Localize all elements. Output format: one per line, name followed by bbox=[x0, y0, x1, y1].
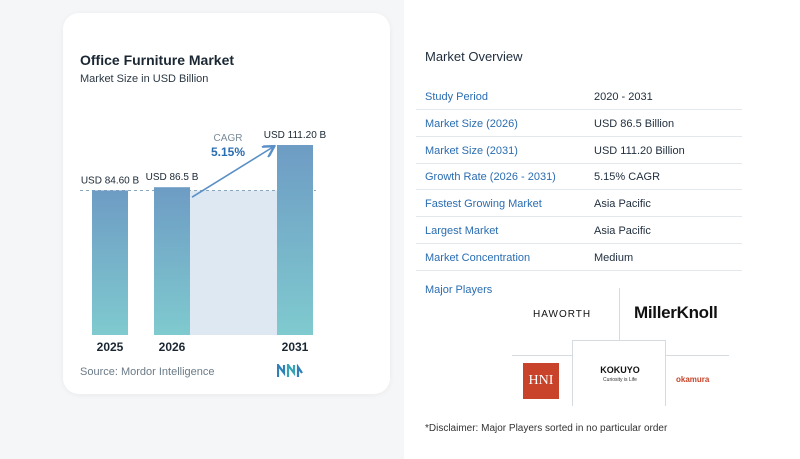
overview-key: Market Size (2031) bbox=[425, 145, 518, 157]
bar-2025 bbox=[92, 190, 128, 335]
cagr-arrow bbox=[191, 147, 273, 198]
overview-row: Market Size (2031) USD 111.20 Billion bbox=[416, 138, 742, 164]
overview-value: Asia Pacific bbox=[594, 225, 651, 237]
mordor-logo-icon bbox=[277, 364, 303, 377]
overview-value: Asia Pacific bbox=[594, 198, 651, 210]
overview-key: Study Period bbox=[425, 91, 488, 103]
kokuyo-logo: KOKUYO bbox=[600, 365, 640, 375]
hni-logo: HNI bbox=[523, 363, 559, 399]
overview-value: 5.15% CAGR bbox=[594, 171, 661, 183]
divider bbox=[619, 288, 620, 340]
divider bbox=[572, 340, 573, 406]
bar-2031 bbox=[277, 145, 313, 335]
data-label-2031: USD 111.20 B bbox=[264, 130, 327, 141]
major-players-title: Major Players bbox=[425, 284, 493, 296]
tick-label-2025: 2025 bbox=[97, 340, 124, 354]
cagr-shade bbox=[190, 190, 277, 335]
divider bbox=[572, 340, 665, 341]
overview-row: Study Period 2020 - 2031 bbox=[416, 84, 742, 110]
overview-value: USD 86.5 Billion bbox=[594, 118, 675, 130]
cagr-label: CAGR bbox=[214, 133, 243, 144]
millerknoll-logo: MillerKnoll bbox=[634, 303, 718, 322]
overview-row: Fastest Growing Market Asia Pacific bbox=[416, 191, 742, 217]
data-label-2025: USD 84.60 B bbox=[81, 175, 140, 186]
tick-label-2031: 2031 bbox=[282, 340, 309, 354]
overview-value: USD 111.20 Billion bbox=[594, 145, 685, 157]
chart-subtitle: Market Size in USD Billion bbox=[80, 73, 209, 85]
overview-key: Market Concentration bbox=[425, 252, 531, 264]
tick-label-2026: 2026 bbox=[159, 340, 186, 354]
source-text: Source: Mordor Intelligence bbox=[80, 366, 215, 378]
kokuyo-tagline: Curiosity is Life bbox=[603, 377, 637, 383]
overview-title: Market Overview bbox=[425, 49, 523, 64]
chart-title: Office Furniture Market bbox=[80, 52, 235, 68]
cagr-value: 5.15% bbox=[211, 145, 245, 159]
bar-2026 bbox=[154, 187, 190, 335]
okamura-logo: okamura bbox=[676, 375, 710, 384]
haworth-logo: HAWORTH bbox=[533, 309, 592, 320]
bar-chart: USD 84.60 B 2025 USD 86.5 B 2026 USD 111.20 … bbox=[80, 130, 327, 354]
overview-value: 2020 - 2031 bbox=[594, 91, 653, 103]
overview-row: Largest Market Asia Pacific bbox=[416, 218, 742, 244]
divider bbox=[665, 340, 666, 406]
data-label-2026: USD 86.5 B bbox=[146, 172, 199, 183]
overview-row: Market Concentration Medium bbox=[416, 245, 742, 271]
divider bbox=[665, 355, 729, 356]
overview-key: Largest Market bbox=[425, 225, 499, 237]
overview-row: Market Size (2026) USD 86.5 Billion bbox=[416, 111, 742, 137]
divider bbox=[512, 355, 572, 356]
overview-row: Growth Rate (2026 - 2031) 5.15% CAGR bbox=[416, 164, 742, 190]
overview-key: Fastest Growing Market bbox=[425, 198, 542, 210]
disclaimer: *Disclaimer: Major Players sorted in no … bbox=[425, 423, 668, 434]
overview-key: Market Size (2026) bbox=[425, 118, 518, 130]
overview-key: Growth Rate (2026 - 2031) bbox=[425, 171, 556, 183]
market-overview-panel bbox=[404, 0, 800, 459]
overview-value: Medium bbox=[594, 252, 634, 264]
